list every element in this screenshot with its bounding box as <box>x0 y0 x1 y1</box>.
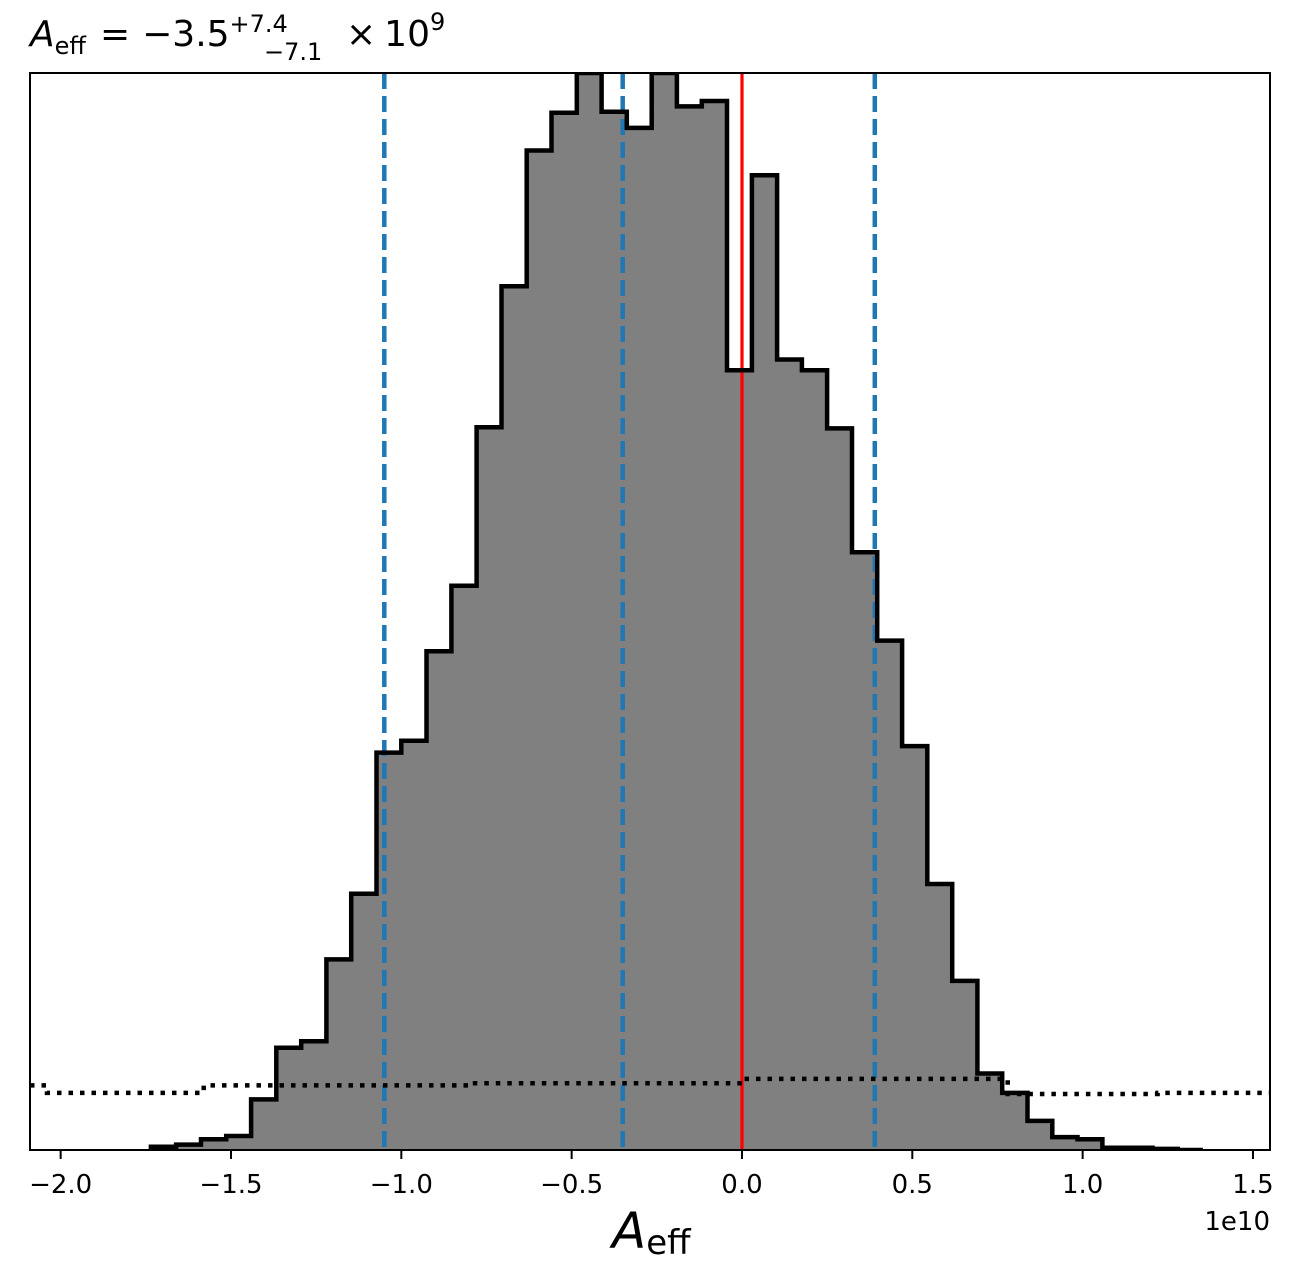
title-power-base: 10 <box>384 14 430 55</box>
plot-area <box>30 73 1270 1150</box>
x-tick-label: −0.5 <box>540 1170 603 1200</box>
x-tick-label: 0.0 <box>721 1170 762 1200</box>
title-subscript: eff <box>55 32 87 60</box>
title-symbol: A <box>28 14 55 55</box>
x-tick-label: −2.0 <box>29 1170 92 1200</box>
reference-lines <box>382 73 878 1150</box>
prior-curve <box>30 1076 1270 1097</box>
title-upper-error: +7.4 <box>230 10 288 38</box>
title-value: −3.5 <box>142 14 229 55</box>
x-tick-label: −1.5 <box>199 1170 262 1200</box>
x-offset-text: 1e10 <box>1204 1207 1270 1237</box>
title-times: × <box>346 14 376 55</box>
x-tick-label: 1.5 <box>1232 1170 1273 1200</box>
x-tick-label: 0.5 <box>892 1170 933 1200</box>
x-axis-label: Aeff <box>609 1202 692 1263</box>
chart-title: Aeff = −3.5+7.4 −7.1 × 109 <box>28 8 445 66</box>
axes-frame <box>29 72 1271 1151</box>
title-equals: = <box>100 14 130 55</box>
title-power-exponent: 9 <box>430 8 445 36</box>
x-axis-label-symbol: A <box>609 1202 646 1260</box>
title-lower-error: −7.1 <box>264 38 322 66</box>
x-axis-label-subscript: eff <box>646 1223 692 1263</box>
x-axis-ticks: −2.0 −1.5 −1.0 −0.5 0.0 0.5 1.0 1.5 <box>29 1150 1274 1200</box>
x-tick-label: 1.0 <box>1062 1170 1103 1200</box>
x-tick-label: −1.0 <box>370 1170 433 1200</box>
histogram-fill <box>150 73 1203 1150</box>
